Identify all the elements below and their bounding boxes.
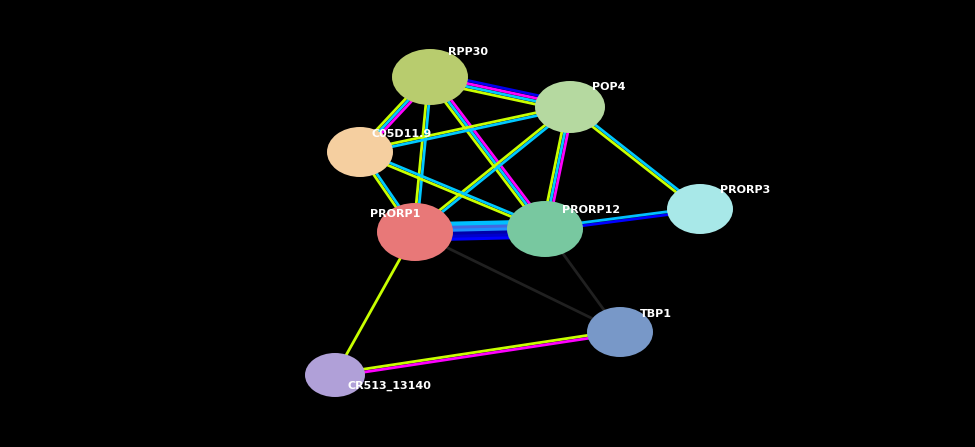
Text: RPP30: RPP30 xyxy=(448,47,488,57)
Ellipse shape xyxy=(327,127,393,177)
Text: PRORP3: PRORP3 xyxy=(720,185,770,195)
Text: C05D11.9: C05D11.9 xyxy=(372,129,432,139)
Ellipse shape xyxy=(305,353,365,397)
Text: PRORP1: PRORP1 xyxy=(370,209,420,219)
Ellipse shape xyxy=(392,49,468,105)
Ellipse shape xyxy=(535,81,605,133)
Text: PRORP12: PRORP12 xyxy=(562,205,620,215)
Ellipse shape xyxy=(667,184,733,234)
Text: POP4: POP4 xyxy=(592,82,626,92)
Ellipse shape xyxy=(507,201,583,257)
Text: CR513_13140: CR513_13140 xyxy=(348,381,432,391)
Text: TBP1: TBP1 xyxy=(640,309,672,319)
Ellipse shape xyxy=(587,307,653,357)
Ellipse shape xyxy=(377,203,453,261)
